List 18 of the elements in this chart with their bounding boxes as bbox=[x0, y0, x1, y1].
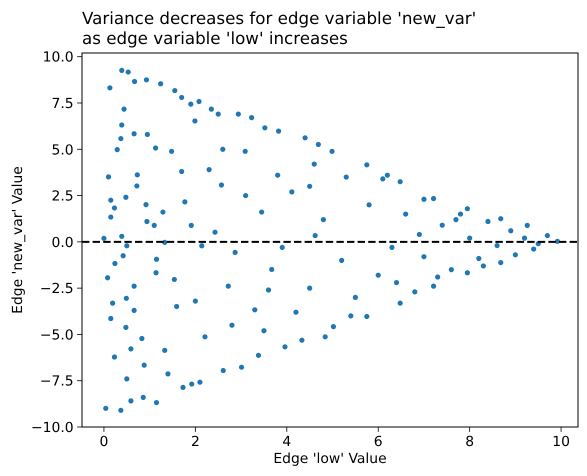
y-tick-label: −2.5 bbox=[40, 281, 74, 298]
y-tick-label: −10.0 bbox=[31, 420, 74, 436]
y-tick-label: 7.5 bbox=[52, 96, 74, 112]
y-tick-label: 10.0 bbox=[42, 50, 74, 66]
x-tick-label: 4 bbox=[282, 434, 292, 450]
y-tick-label: 2.5 bbox=[52, 188, 74, 205]
y-tick-label: 5.0 bbox=[52, 142, 74, 158]
y-axis-title: Edge 'new_var' Value bbox=[10, 166, 26, 314]
x-tick-label: 10 bbox=[552, 434, 570, 450]
x-tick-label: 8 bbox=[465, 434, 474, 450]
y-tick-label: −5.0 bbox=[40, 327, 74, 344]
x-tick-label: 0 bbox=[100, 434, 108, 450]
x-axis-title: Edge 'low' Value bbox=[273, 451, 387, 467]
chart-title: Variance decreases for edge variable 'new_var' as edge variable 'low' increases bbox=[82, 8, 476, 48]
y-tick-label: −7.5 bbox=[40, 374, 74, 390]
y-tick-label: 0.0 bbox=[52, 234, 74, 251]
x-tick-label: 2 bbox=[190, 434, 200, 450]
x-tick-label: 6 bbox=[374, 434, 383, 450]
